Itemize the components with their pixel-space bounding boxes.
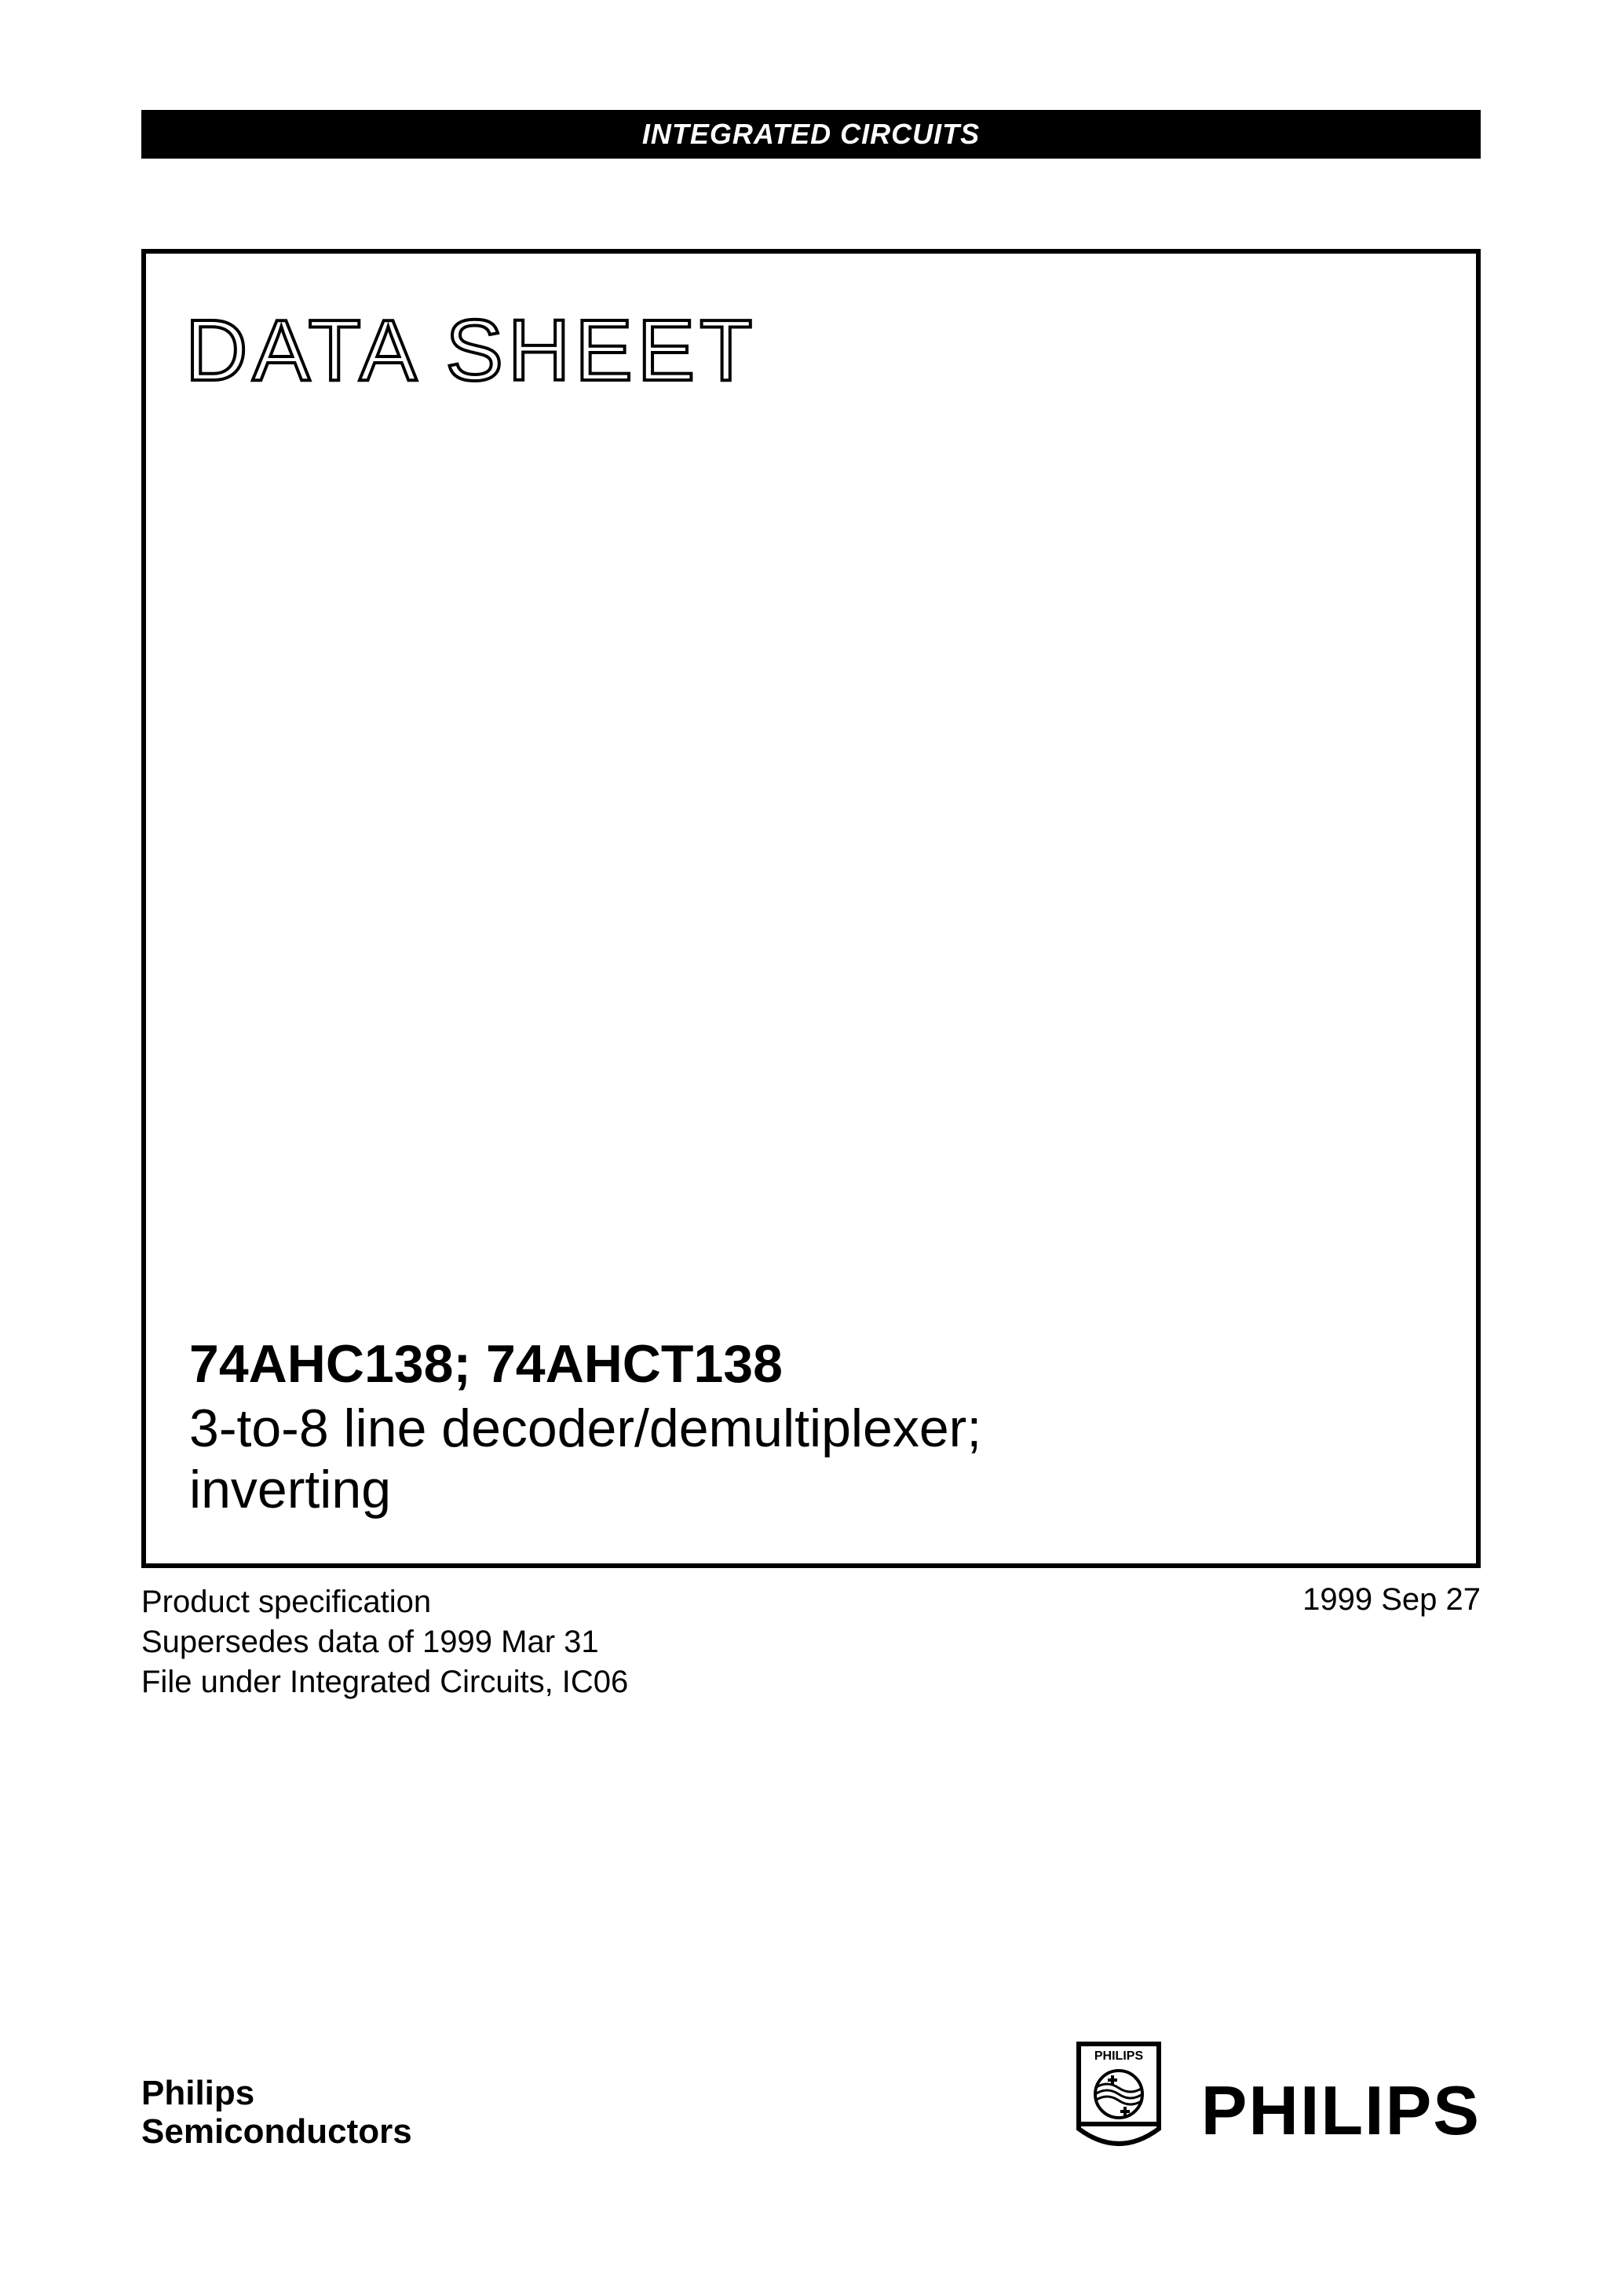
footer: Philips Semiconductors PHILIPS PHILIPS	[141, 2041, 1481, 2151]
page-content: INTEGRATED CIRCUITS DATA SHEET 74AHC138;…	[141, 110, 1481, 1703]
footer-right: PHILIPS PHILIPS	[1076, 2041, 1481, 2151]
spec-left: Product specification Supersedes data of…	[141, 1582, 628, 1703]
spec-line-1: Product specification	[141, 1582, 628, 1622]
header-bar: INTEGRATED CIRCUITS	[141, 110, 1481, 159]
shield-label: PHILIPS	[1094, 2049, 1144, 2063]
part-number: 74AHC138; 74AHCT138	[189, 1333, 1433, 1395]
spec-date: 1999 Sep 27	[1302, 1582, 1481, 1618]
main-box: DATA SHEET 74AHC138; 74AHCT138 3-to-8 li…	[141, 249, 1481, 1568]
description-line-2: inverting	[189, 1459, 1433, 1520]
footer-left: Philips Semiconductors	[141, 2075, 412, 2151]
footer-left-line-2: Semiconductors	[141, 2113, 412, 2151]
philips-wordmark: PHILIPS	[1201, 2071, 1481, 2151]
footer-left-line-1: Philips	[141, 2075, 412, 2112]
description-line-1: 3-to-8 line decoder/demultiplexer;	[189, 1398, 1433, 1459]
spec-line-3: File under Integrated Circuits, IC06	[141, 1662, 628, 1702]
spec-row: Product specification Supersedes data of…	[141, 1582, 1481, 1703]
datasheet-title: DATA SHEET	[185, 301, 1437, 400]
philips-shield-icon: PHILIPS	[1076, 2041, 1162, 2151]
spec-line-2: Supersedes data of 1999 Mar 31	[141, 1622, 628, 1662]
header-bar-text: INTEGRATED CIRCUITS	[642, 118, 980, 151]
product-block: 74AHC138; 74AHCT138 3-to-8 line decoder/…	[189, 1333, 1433, 1520]
